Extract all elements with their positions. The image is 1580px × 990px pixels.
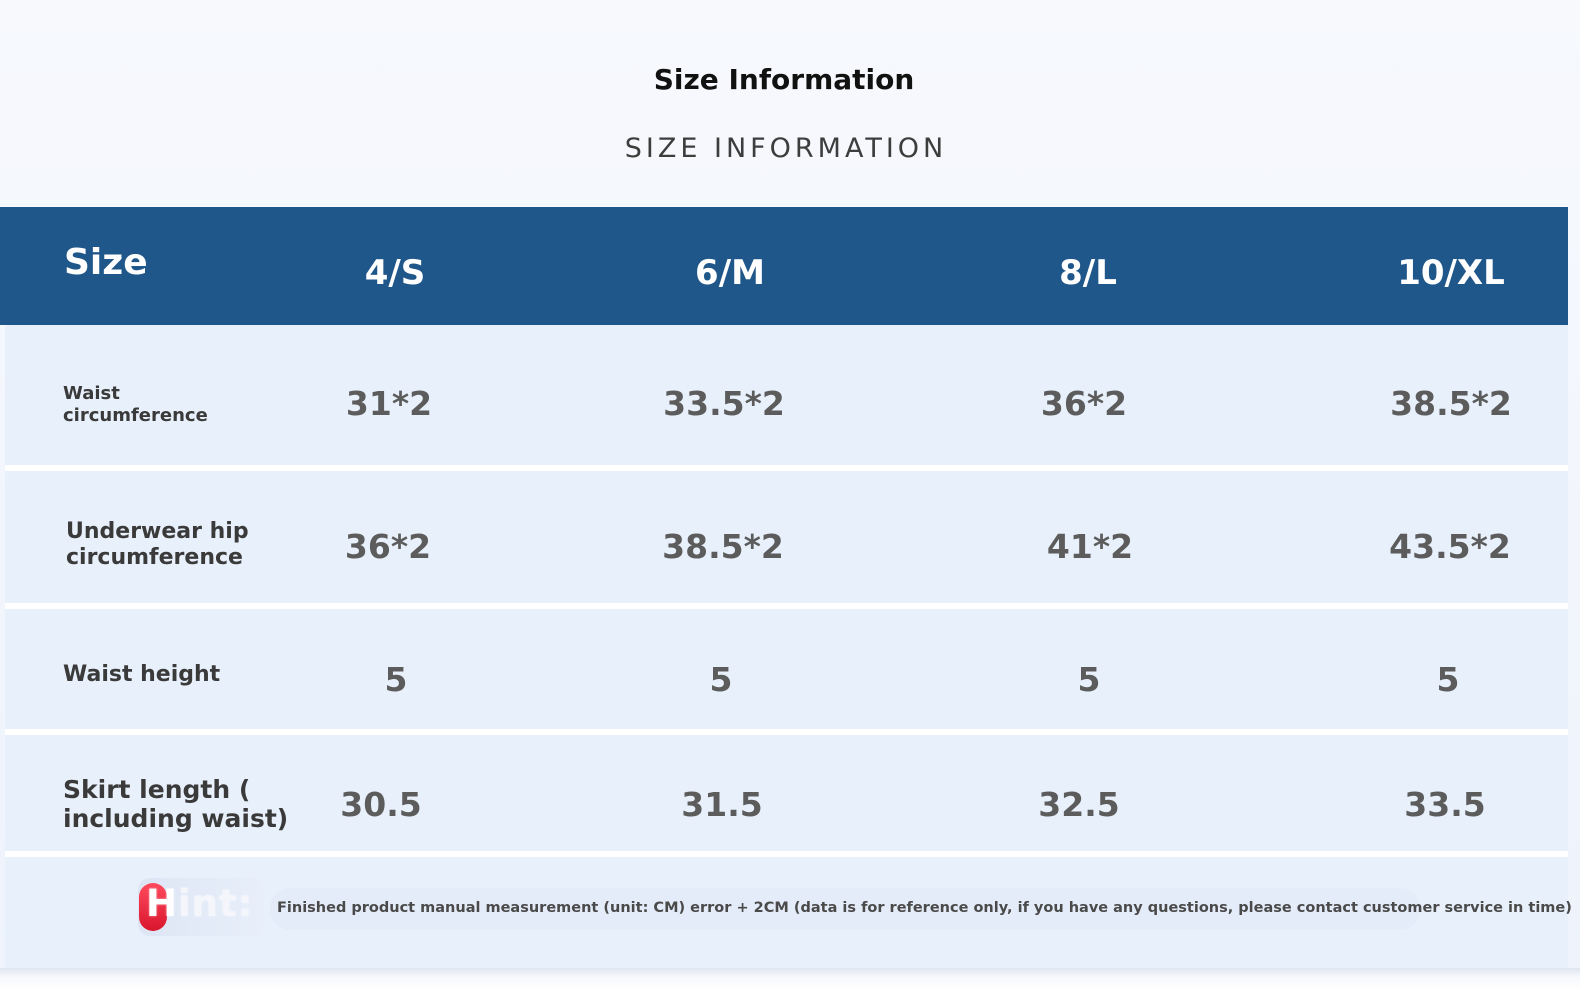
table-row: Waist height 5 5 5 5	[5, 609, 1568, 729]
table-row: Skirt length ( including waist) 30.5 31.…	[5, 735, 1568, 851]
bottom-edge-shadow	[0, 968, 1580, 990]
hint-label-rest: int:	[177, 882, 254, 925]
header-size-10xl: 10/XL	[1397, 253, 1505, 293]
header-size-label: Size	[64, 242, 148, 283]
table-row: Waist circumference 31*2 33.5*2 36*2 38.…	[5, 325, 1568, 465]
hint-note: Finished product manual measurement (uni…	[277, 900, 1572, 916]
table-row: Underwear hip circumference 36*2 38.5*2 …	[5, 471, 1568, 603]
page-subtitle: SIZE INFORMATION	[624, 133, 948, 164]
cell-waist-6m: 33.5*2	[663, 384, 785, 423]
cell-skirt-4s: 30.5	[340, 785, 422, 824]
row-label-waist-circumference: Waist circumference	[63, 383, 208, 426]
cell-skirt-6m: 31.5	[681, 785, 763, 824]
hint-label: Hint:	[146, 880, 253, 928]
row-label-skirt-length: Skirt length ( including waist)	[63, 775, 289, 833]
cell-hip-4s: 36*2	[344, 527, 432, 566]
cell-hip-8l: 41*2	[1046, 527, 1134, 566]
cell-waist-8l: 36*2	[1040, 384, 1128, 423]
cell-waist-10xl: 38.5*2	[1390, 384, 1512, 423]
page-title: Size Information	[653, 63, 915, 96]
cell-skirt-10xl: 33.5	[1404, 785, 1486, 824]
cell-waist-4s: 31*2	[345, 384, 433, 423]
cell-waist-height-8l: 5	[1077, 660, 1101, 699]
row-label-underwear-hip: Underwear hip circumference	[66, 519, 249, 570]
row-separator	[5, 851, 1568, 857]
header-size-6m: 6/M	[695, 253, 765, 293]
header-size-8l: 8/L	[1059, 253, 1117, 293]
hint-label-first-letter: H	[146, 882, 178, 925]
row-separator	[5, 603, 1568, 609]
cell-waist-height-10xl: 5	[1436, 660, 1460, 699]
cell-waist-height-4s: 5	[384, 660, 408, 699]
hint-background	[270, 888, 1420, 930]
cell-hip-6m: 38.5*2	[662, 527, 784, 566]
cell-hip-10xl: 43.5*2	[1389, 527, 1511, 566]
row-label-waist-height: Waist height	[63, 662, 221, 687]
cell-skirt-8l: 32.5	[1038, 785, 1120, 824]
size-table-header: Size 4/S 6/M 8/L 10/XL	[0, 207, 1568, 325]
hint-accent-pill	[139, 883, 167, 931]
header-size-4s: 4/S	[364, 253, 426, 293]
cell-waist-height-6m: 5	[709, 660, 733, 699]
row-separator	[5, 729, 1568, 735]
row-separator	[5, 465, 1568, 471]
